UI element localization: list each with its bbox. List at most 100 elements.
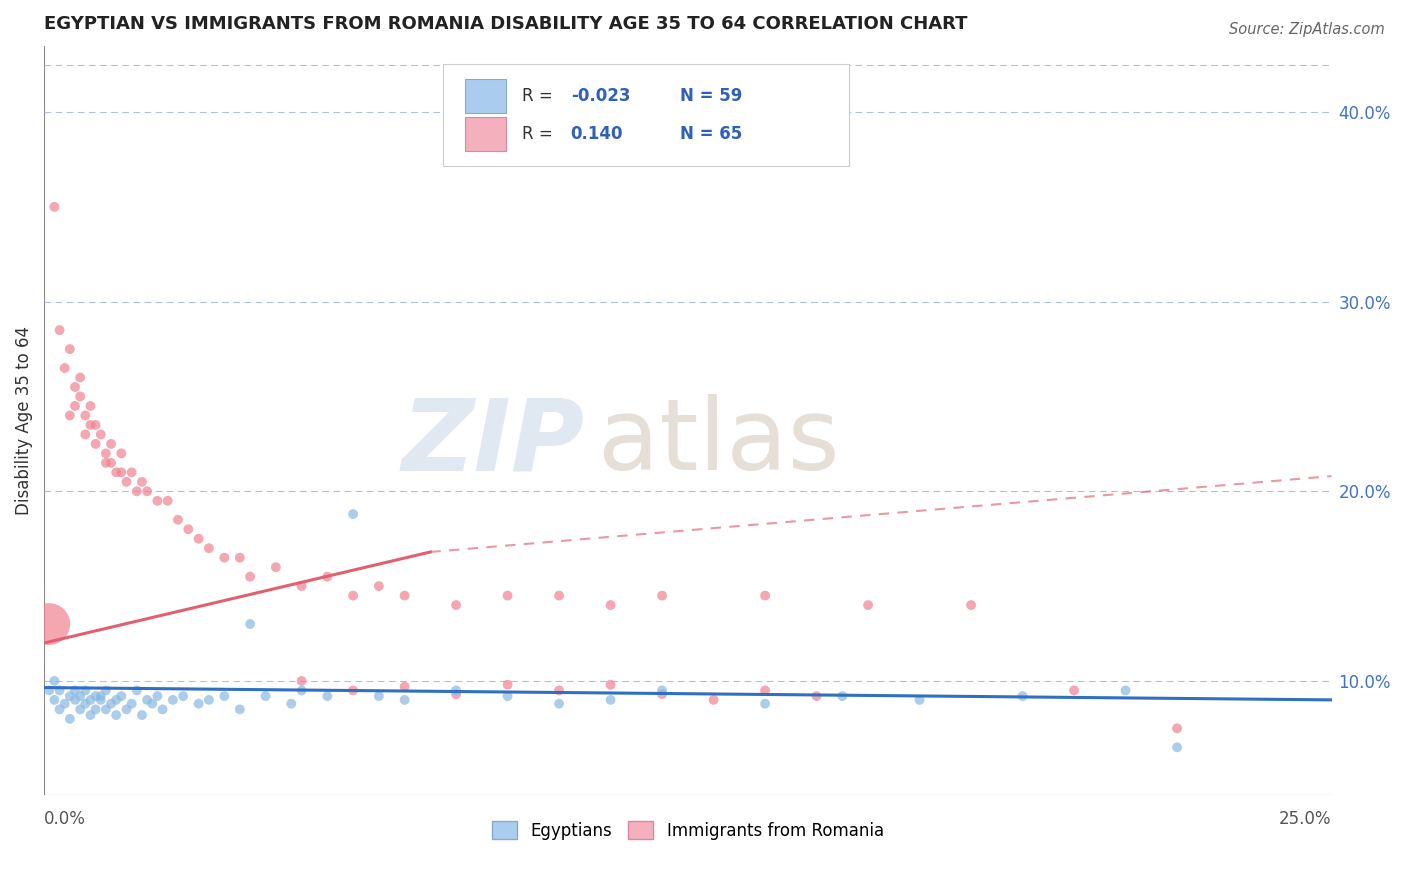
Point [59, 712, 82, 726]
Point [75, 683, 97, 698]
Point [444, 687, 467, 701]
Point [198, 541, 221, 556]
Point [651, 589, 673, 603]
Point [75, 427, 97, 442]
Point [48, 683, 70, 698]
FancyBboxPatch shape [443, 64, 849, 166]
Point [754, 589, 776, 603]
Point [141, 697, 163, 711]
Point [162, 693, 184, 707]
Text: N = 65: N = 65 [681, 125, 742, 143]
Point [79, 693, 101, 707]
Point [254, 689, 277, 703]
Point [651, 683, 673, 698]
Point [291, 579, 314, 593]
Y-axis label: Disability Age 35 to 64: Disability Age 35 to 64 [15, 326, 32, 515]
Point [53, 361, 76, 376]
Point [69, 702, 91, 716]
Point [599, 678, 621, 692]
Point [167, 513, 190, 527]
Point [69, 370, 91, 384]
Point [291, 673, 314, 688]
Point [342, 507, 364, 521]
Point [38, 617, 60, 632]
Point [84, 417, 107, 432]
Point [229, 702, 252, 716]
Point [496, 678, 519, 692]
Point [79, 708, 101, 723]
Point [214, 550, 236, 565]
Point [198, 693, 221, 707]
Point [48, 702, 70, 716]
Text: 0.0%: 0.0% [44, 810, 86, 828]
Point [214, 689, 236, 703]
Point [908, 693, 931, 707]
Point [110, 689, 132, 703]
Point [342, 683, 364, 698]
Point [152, 702, 174, 716]
Point [63, 399, 86, 413]
Point [44, 673, 66, 688]
Point [110, 466, 132, 480]
Point [856, 598, 879, 612]
Point [59, 689, 82, 703]
Point [960, 598, 983, 612]
Point [94, 702, 117, 716]
Point [599, 598, 621, 612]
Point [146, 493, 169, 508]
Point [239, 569, 262, 583]
Point [48, 323, 70, 337]
Point [115, 702, 138, 716]
Point [291, 683, 314, 698]
FancyBboxPatch shape [465, 79, 506, 113]
Point [79, 399, 101, 413]
Point [90, 693, 112, 707]
Point [703, 693, 725, 707]
Point [548, 589, 571, 603]
Point [264, 560, 287, 574]
Point [53, 697, 76, 711]
Point [548, 683, 571, 698]
Point [806, 689, 828, 703]
Point [394, 680, 416, 694]
Point [548, 697, 571, 711]
Point [754, 683, 776, 698]
Point [1011, 689, 1033, 703]
Point [84, 702, 107, 716]
Point [172, 689, 194, 703]
Point [156, 493, 179, 508]
Point [599, 693, 621, 707]
Point [63, 683, 86, 698]
Text: N = 59: N = 59 [681, 87, 742, 105]
Point [187, 532, 209, 546]
Point [75, 697, 97, 711]
Point [94, 446, 117, 460]
Point [444, 683, 467, 698]
Point [496, 689, 519, 703]
Point [1115, 683, 1137, 698]
Point [59, 409, 82, 423]
Point [177, 522, 200, 536]
Point [136, 693, 159, 707]
Point [121, 697, 143, 711]
Point [100, 697, 122, 711]
Point [105, 693, 128, 707]
Point [84, 437, 107, 451]
Text: atlas: atlas [598, 394, 839, 491]
Point [105, 708, 128, 723]
Point [115, 475, 138, 489]
Point [444, 598, 467, 612]
Point [394, 589, 416, 603]
Point [69, 689, 91, 703]
Text: -0.023: -0.023 [571, 87, 630, 105]
Point [651, 687, 673, 701]
Point [367, 689, 389, 703]
Point [100, 437, 122, 451]
Point [496, 589, 519, 603]
Point [110, 446, 132, 460]
Point [131, 708, 153, 723]
Point [1166, 740, 1188, 755]
Text: 0.140: 0.140 [571, 125, 623, 143]
Text: Source: ZipAtlas.com: Source: ZipAtlas.com [1229, 22, 1385, 37]
Point [69, 389, 91, 403]
